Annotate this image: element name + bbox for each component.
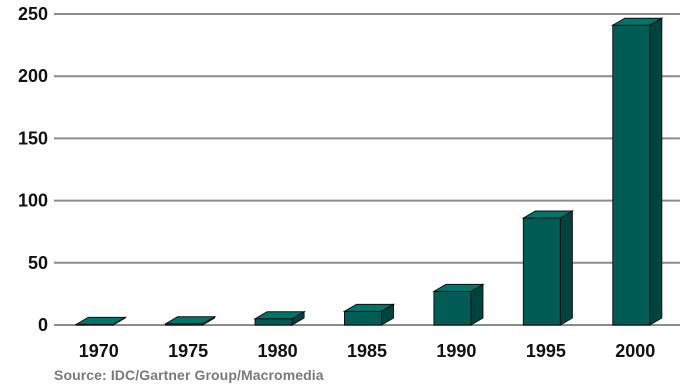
bar-2000 xyxy=(610,17,664,326)
x-tick-label: 2000 xyxy=(615,341,655,361)
bar-top xyxy=(342,303,396,312)
x-tick-label: 1980 xyxy=(258,341,298,361)
bar-1980 xyxy=(253,310,306,326)
bar-front xyxy=(433,290,472,326)
bar-top xyxy=(74,316,128,325)
bars xyxy=(74,17,664,326)
bar-front xyxy=(612,24,651,326)
bar-1975 xyxy=(163,315,217,326)
x-tick-label: 1970 xyxy=(79,341,119,361)
y-tick-label: 150 xyxy=(18,128,48,148)
bar-top xyxy=(163,316,217,325)
x-tick-label: 1995 xyxy=(526,341,566,361)
y-tick-label: 100 xyxy=(18,191,48,211)
grid-lines xyxy=(54,13,680,326)
bar-top xyxy=(432,283,485,292)
bar-top xyxy=(521,210,575,219)
y-tick-label: 250 xyxy=(18,4,48,24)
bar-top xyxy=(610,17,664,26)
bar-front xyxy=(254,318,293,326)
bar-1990 xyxy=(432,283,485,326)
bar-1995 xyxy=(521,210,575,326)
x-tick-label: 1975 xyxy=(168,341,208,361)
y-tick-label: 50 xyxy=(28,253,48,273)
bar-side xyxy=(649,17,663,326)
x-tick-label: 1985 xyxy=(347,341,387,361)
y-tick-label: 200 xyxy=(18,66,48,86)
y-tick-label: 0 xyxy=(38,315,48,335)
bar-top xyxy=(253,311,306,320)
x-tick-label: 1990 xyxy=(436,341,476,361)
bar-1985 xyxy=(342,303,396,326)
bar-1970 xyxy=(74,316,128,326)
y-axis-tick-labels: 0 50 100 150 200 250 xyxy=(18,4,48,335)
source-note: Source: IDC/Gartner Group/Macromedia xyxy=(54,367,324,383)
bar-front xyxy=(522,217,561,326)
bar-front xyxy=(344,310,382,326)
x-axis-tick-labels: 1970 1975 1980 1985 1990 1995 2000 xyxy=(79,341,656,361)
bar-side xyxy=(559,210,573,326)
